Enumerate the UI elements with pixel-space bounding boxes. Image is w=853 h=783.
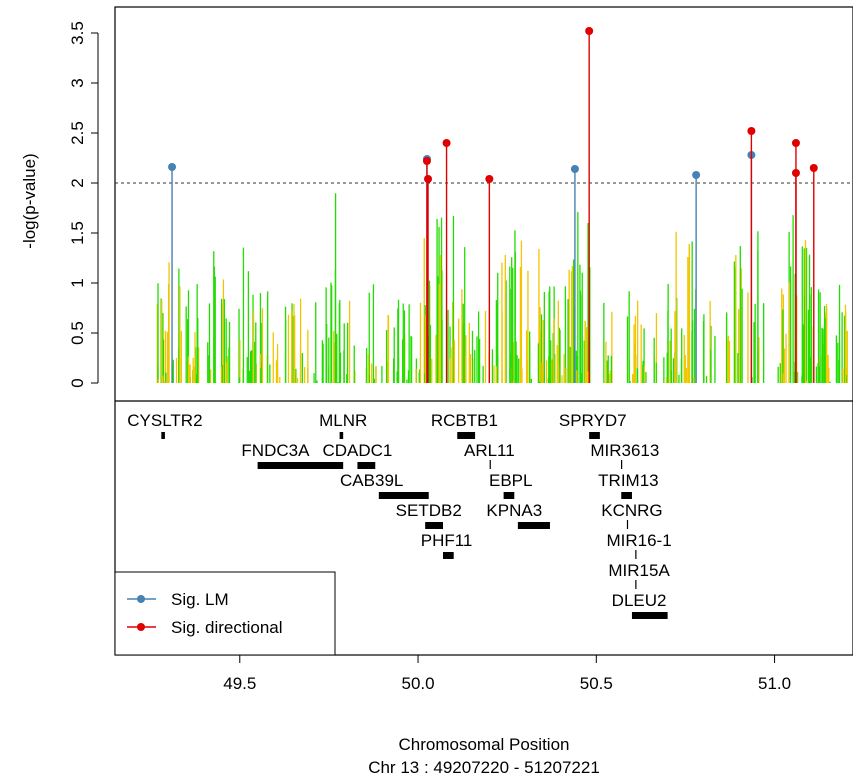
y-tick-label: 3 <box>68 78 87 87</box>
x-tick-label: 49.5 <box>223 674 256 693</box>
gene-label: ARL11 <box>464 441 515 460</box>
gene-label: MIR3613 <box>590 441 659 460</box>
gene-label: RCBTB1 <box>431 411 498 430</box>
gene-label: CYSLTR2 <box>127 411 202 430</box>
significant-point <box>570 165 579 173</box>
significant-point <box>791 139 800 147</box>
gene-label: MIR15A <box>608 561 670 580</box>
y-tick-label: 1.5 <box>68 221 87 245</box>
gene-span <box>357 462 376 469</box>
y-tick-label: 2 <box>68 178 87 187</box>
y-tick-label: 0.5 <box>68 321 87 345</box>
gene-span <box>257 462 344 469</box>
gene-span <box>339 432 344 439</box>
legend-lm-label: Sig. LM <box>171 590 229 609</box>
significant-point <box>585 27 594 35</box>
y-tick-label: 0 <box>68 378 87 387</box>
gene-span <box>443 552 454 559</box>
significant-point <box>424 175 433 183</box>
legend-directional-label: Sig. directional <box>171 618 283 637</box>
significant-point <box>747 127 756 135</box>
gene-label: MLNR <box>319 411 367 430</box>
legend-directional-marker <box>137 623 145 631</box>
legend-lm-marker <box>137 595 145 603</box>
legend-box <box>114 571 336 656</box>
y-tick-label: 3.5 <box>68 21 87 45</box>
gene-label: EBPL <box>489 471 532 490</box>
significant-point <box>168 163 177 171</box>
y-axis-title: -log(p-value) <box>20 153 39 248</box>
gene-label: KCNRG <box>601 501 662 520</box>
x-tick-label: 51.0 <box>758 674 791 693</box>
association-bars <box>156 193 848 383</box>
gene-label: MIR16-1 <box>606 531 671 550</box>
x-axis-title: Chromosomal Position <box>398 735 569 754</box>
significant-point <box>485 175 494 183</box>
gene-span <box>621 492 632 499</box>
gene-label: SPRYD7 <box>559 411 627 430</box>
significant-point <box>422 157 431 165</box>
significant-points <box>168 27 818 383</box>
x-tick-label: 50.5 <box>580 674 613 693</box>
gene-label: CDADC1 <box>322 441 392 460</box>
gene-span <box>589 432 600 439</box>
y-tick-label: 1 <box>68 278 87 287</box>
y-axis: 0 0.5 1 1.5 2 2.5 3 3.5 <box>68 21 99 388</box>
gene-span <box>425 522 443 529</box>
gene-label: SETDB2 <box>396 501 462 520</box>
gene-span <box>503 492 515 499</box>
significant-point <box>809 164 818 172</box>
gene-span <box>378 492 429 499</box>
gene-label: TRIM13 <box>598 471 658 490</box>
gene-span <box>457 432 476 439</box>
gene-label: CAB39L <box>340 471 403 490</box>
y-tick-label: 2.5 <box>68 121 87 145</box>
significant-point <box>791 169 800 177</box>
x-axis-subtitle: Chr 13 : 49207220 - 51207221 <box>368 758 600 777</box>
gene-span <box>161 432 165 439</box>
x-tick-label: 50.0 <box>401 674 434 693</box>
significant-point <box>692 171 701 179</box>
x-axis: 49.5 50.0 50.5 51.0 <box>223 654 791 693</box>
gene-label: DLEU2 <box>612 591 667 610</box>
gene-track: CYSLTR2 MLNR RCBTB1 SPRYD7 FNDC3A CDADC1 ARL11… <box>127 411 672 619</box>
gene-label: PHF11 <box>421 531 473 550</box>
gene-span <box>517 522 550 529</box>
gene-span <box>631 612 668 619</box>
gene-label: FNDC3A <box>241 441 310 460</box>
significant-point <box>442 139 451 147</box>
gene-label: KPNA3 <box>486 501 542 520</box>
legend: Sig. LM Sig. directional <box>114 571 336 656</box>
